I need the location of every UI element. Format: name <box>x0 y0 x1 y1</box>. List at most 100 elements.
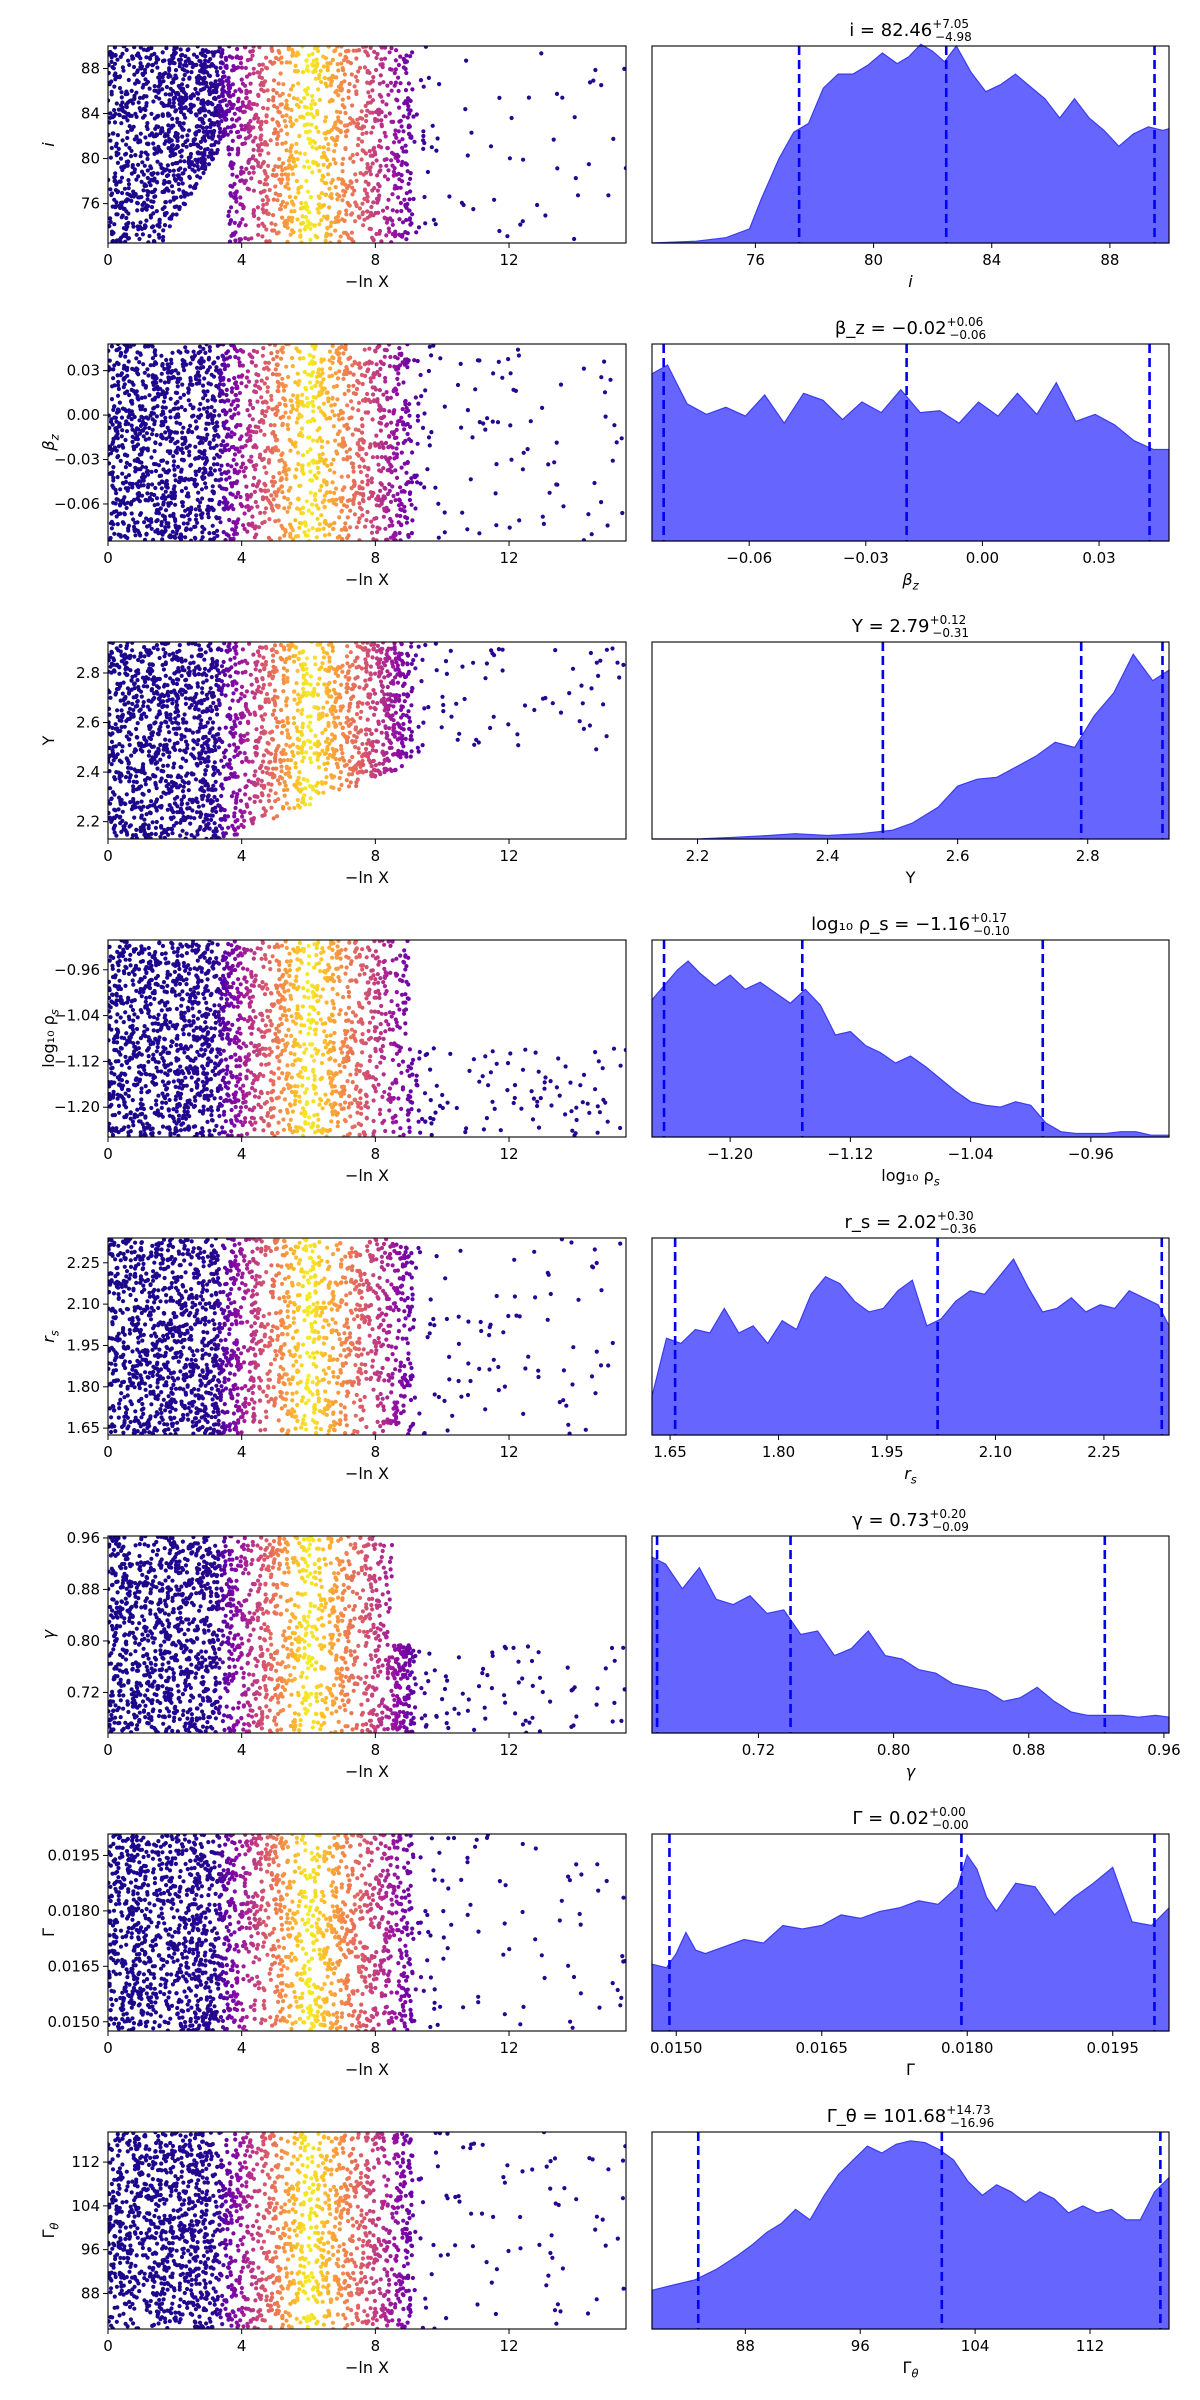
trace-point <box>400 407 405 412</box>
trace-point <box>300 759 305 764</box>
trace-point <box>118 179 123 184</box>
trace-point <box>127 145 132 150</box>
trace-point <box>112 436 117 441</box>
x-tick-label: 8 <box>371 549 381 567</box>
trace-point <box>108 120 112 125</box>
trace-point <box>310 399 315 404</box>
trace-point <box>229 125 234 130</box>
trace-point <box>341 376 346 381</box>
trace-point <box>386 508 391 513</box>
trace-point <box>163 496 168 501</box>
trace-point <box>340 669 345 674</box>
trace-point <box>159 816 165 821</box>
trace-point <box>165 362 170 367</box>
trace-point <box>153 468 159 474</box>
trace-point <box>155 65 160 70</box>
trace-point <box>261 753 266 758</box>
trace-point <box>359 372 364 378</box>
trace-point <box>319 191 324 196</box>
trace-point <box>256 223 261 228</box>
trace-point <box>365 482 370 487</box>
trace-point <box>465 527 470 532</box>
trace-point <box>231 444 236 450</box>
trace-point <box>321 526 326 531</box>
y-axis-label: βz <box>39 433 61 451</box>
trace-point <box>337 239 342 243</box>
trace-point <box>216 49 221 54</box>
trace-point <box>208 445 213 450</box>
trace-point <box>335 62 340 67</box>
trace-point <box>278 356 284 361</box>
trace-point <box>193 183 198 188</box>
trace-point <box>186 57 191 62</box>
trace-point <box>399 208 404 214</box>
trace-point <box>295 416 300 421</box>
trace-point <box>316 405 322 410</box>
trace-point <box>148 164 153 169</box>
trace-point <box>210 484 215 489</box>
trace-point <box>338 361 343 366</box>
trace-point <box>198 366 203 371</box>
trace-point <box>293 440 298 445</box>
trace-point <box>359 109 364 114</box>
trace-point <box>282 118 287 124</box>
trace-point <box>300 46 305 49</box>
trace-point <box>385 146 390 151</box>
trace-point <box>328 224 333 229</box>
trace-point <box>125 500 130 505</box>
trace-point <box>179 405 184 410</box>
trace-point <box>425 467 430 472</box>
trace-point <box>347 447 353 452</box>
trace-point <box>167 68 172 73</box>
trace-point <box>143 395 148 400</box>
trace-point <box>403 402 408 407</box>
trace-point <box>382 506 387 511</box>
trace-point <box>394 513 400 518</box>
trace-point <box>187 128 192 133</box>
trace-point <box>317 452 322 458</box>
trace-point <box>340 198 345 203</box>
trace-point <box>266 98 271 103</box>
trace-point <box>258 428 263 433</box>
trace-point <box>599 83 604 88</box>
x-axis-label: i <box>908 272 913 291</box>
trace-point <box>483 427 488 432</box>
trace-point <box>179 104 184 110</box>
trace-point <box>222 74 227 79</box>
trace-point <box>419 394 424 399</box>
trace-point <box>337 417 342 422</box>
trace-point <box>225 132 230 137</box>
trace-point <box>354 780 359 785</box>
trace-point <box>365 391 370 397</box>
trace-point <box>119 121 124 126</box>
trace-point <box>404 162 409 167</box>
trace-point <box>197 58 202 64</box>
trace-point <box>200 66 205 71</box>
trace-point <box>404 405 409 411</box>
trace-point <box>387 364 392 369</box>
trace-point <box>374 497 379 502</box>
trace-point <box>194 472 199 477</box>
trace-point <box>122 534 127 539</box>
trace-point <box>284 60 289 65</box>
trace-point <box>378 488 383 493</box>
trace-point <box>196 490 201 495</box>
trace-point <box>317 73 322 78</box>
trace-point <box>246 237 251 242</box>
trace-point <box>229 434 234 439</box>
trace-point <box>206 381 211 386</box>
trace-point <box>221 683 226 688</box>
trace-point <box>286 158 291 163</box>
trace-point <box>170 436 175 441</box>
trace-point <box>407 437 412 442</box>
trace-point <box>223 55 228 60</box>
trace-point <box>183 54 188 59</box>
trace-point <box>343 182 348 187</box>
trace-point <box>416 401 421 406</box>
trace-point <box>120 406 126 411</box>
trace-point <box>257 152 263 157</box>
trace-point <box>395 491 400 497</box>
trace-point <box>322 461 327 466</box>
trace-point <box>136 100 141 105</box>
trace-point <box>341 351 346 356</box>
